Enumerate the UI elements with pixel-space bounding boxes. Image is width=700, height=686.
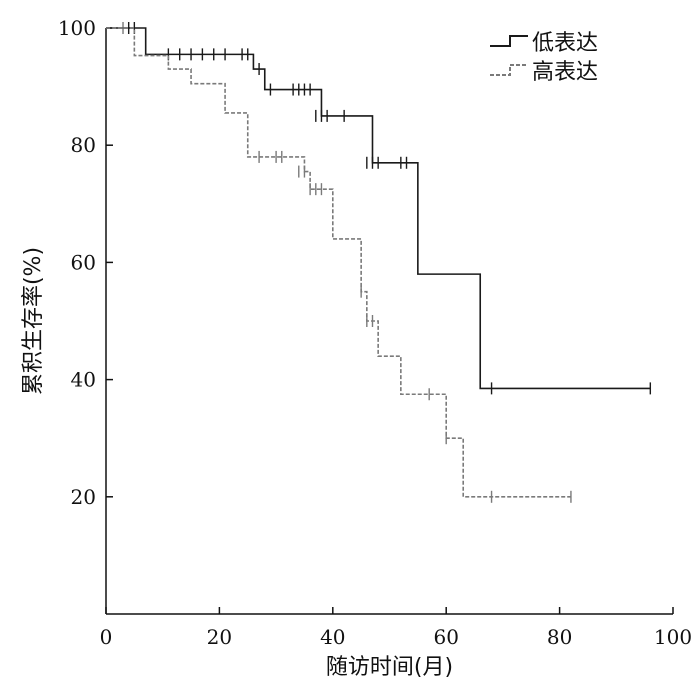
y-axis-title: 累积生存率(%): [21, 247, 46, 395]
x-tick-label: 80: [547, 625, 572, 649]
y-tick-label: 100: [58, 16, 96, 40]
legend-item-low: 低表达: [490, 31, 598, 56]
y-tick-label: 20: [71, 485, 96, 509]
axes: 0 20 40 60 80 100 20 40 60 80 100: [58, 16, 692, 649]
x-axis-title: 随访时间(月): [326, 655, 453, 680]
x-tick-label: 100: [654, 625, 692, 649]
legend-label-low: 低表达: [532, 31, 598, 56]
x-tick-label: 40: [320, 625, 345, 649]
y-tick-label: 60: [71, 250, 96, 274]
series-high: [106, 22, 572, 503]
legend-swatch-high: [490, 64, 528, 76]
legend: 低表达 高表达: [490, 31, 598, 85]
legend-swatch-low: [490, 35, 528, 47]
series-low: [106, 22, 652, 395]
legend-label-high: 高表达: [532, 60, 598, 85]
x-tick-label: 20: [207, 625, 232, 649]
series-line: [106, 27, 651, 390]
y-tick-label: 40: [71, 368, 96, 392]
series-line: [106, 27, 571, 498]
legend-item-high: 高表达: [490, 60, 598, 85]
series-layer: [106, 22, 652, 503]
x-tick-label: 0: [100, 625, 113, 649]
y-tick-label: 80: [71, 133, 96, 157]
x-tick-label: 60: [433, 625, 458, 649]
